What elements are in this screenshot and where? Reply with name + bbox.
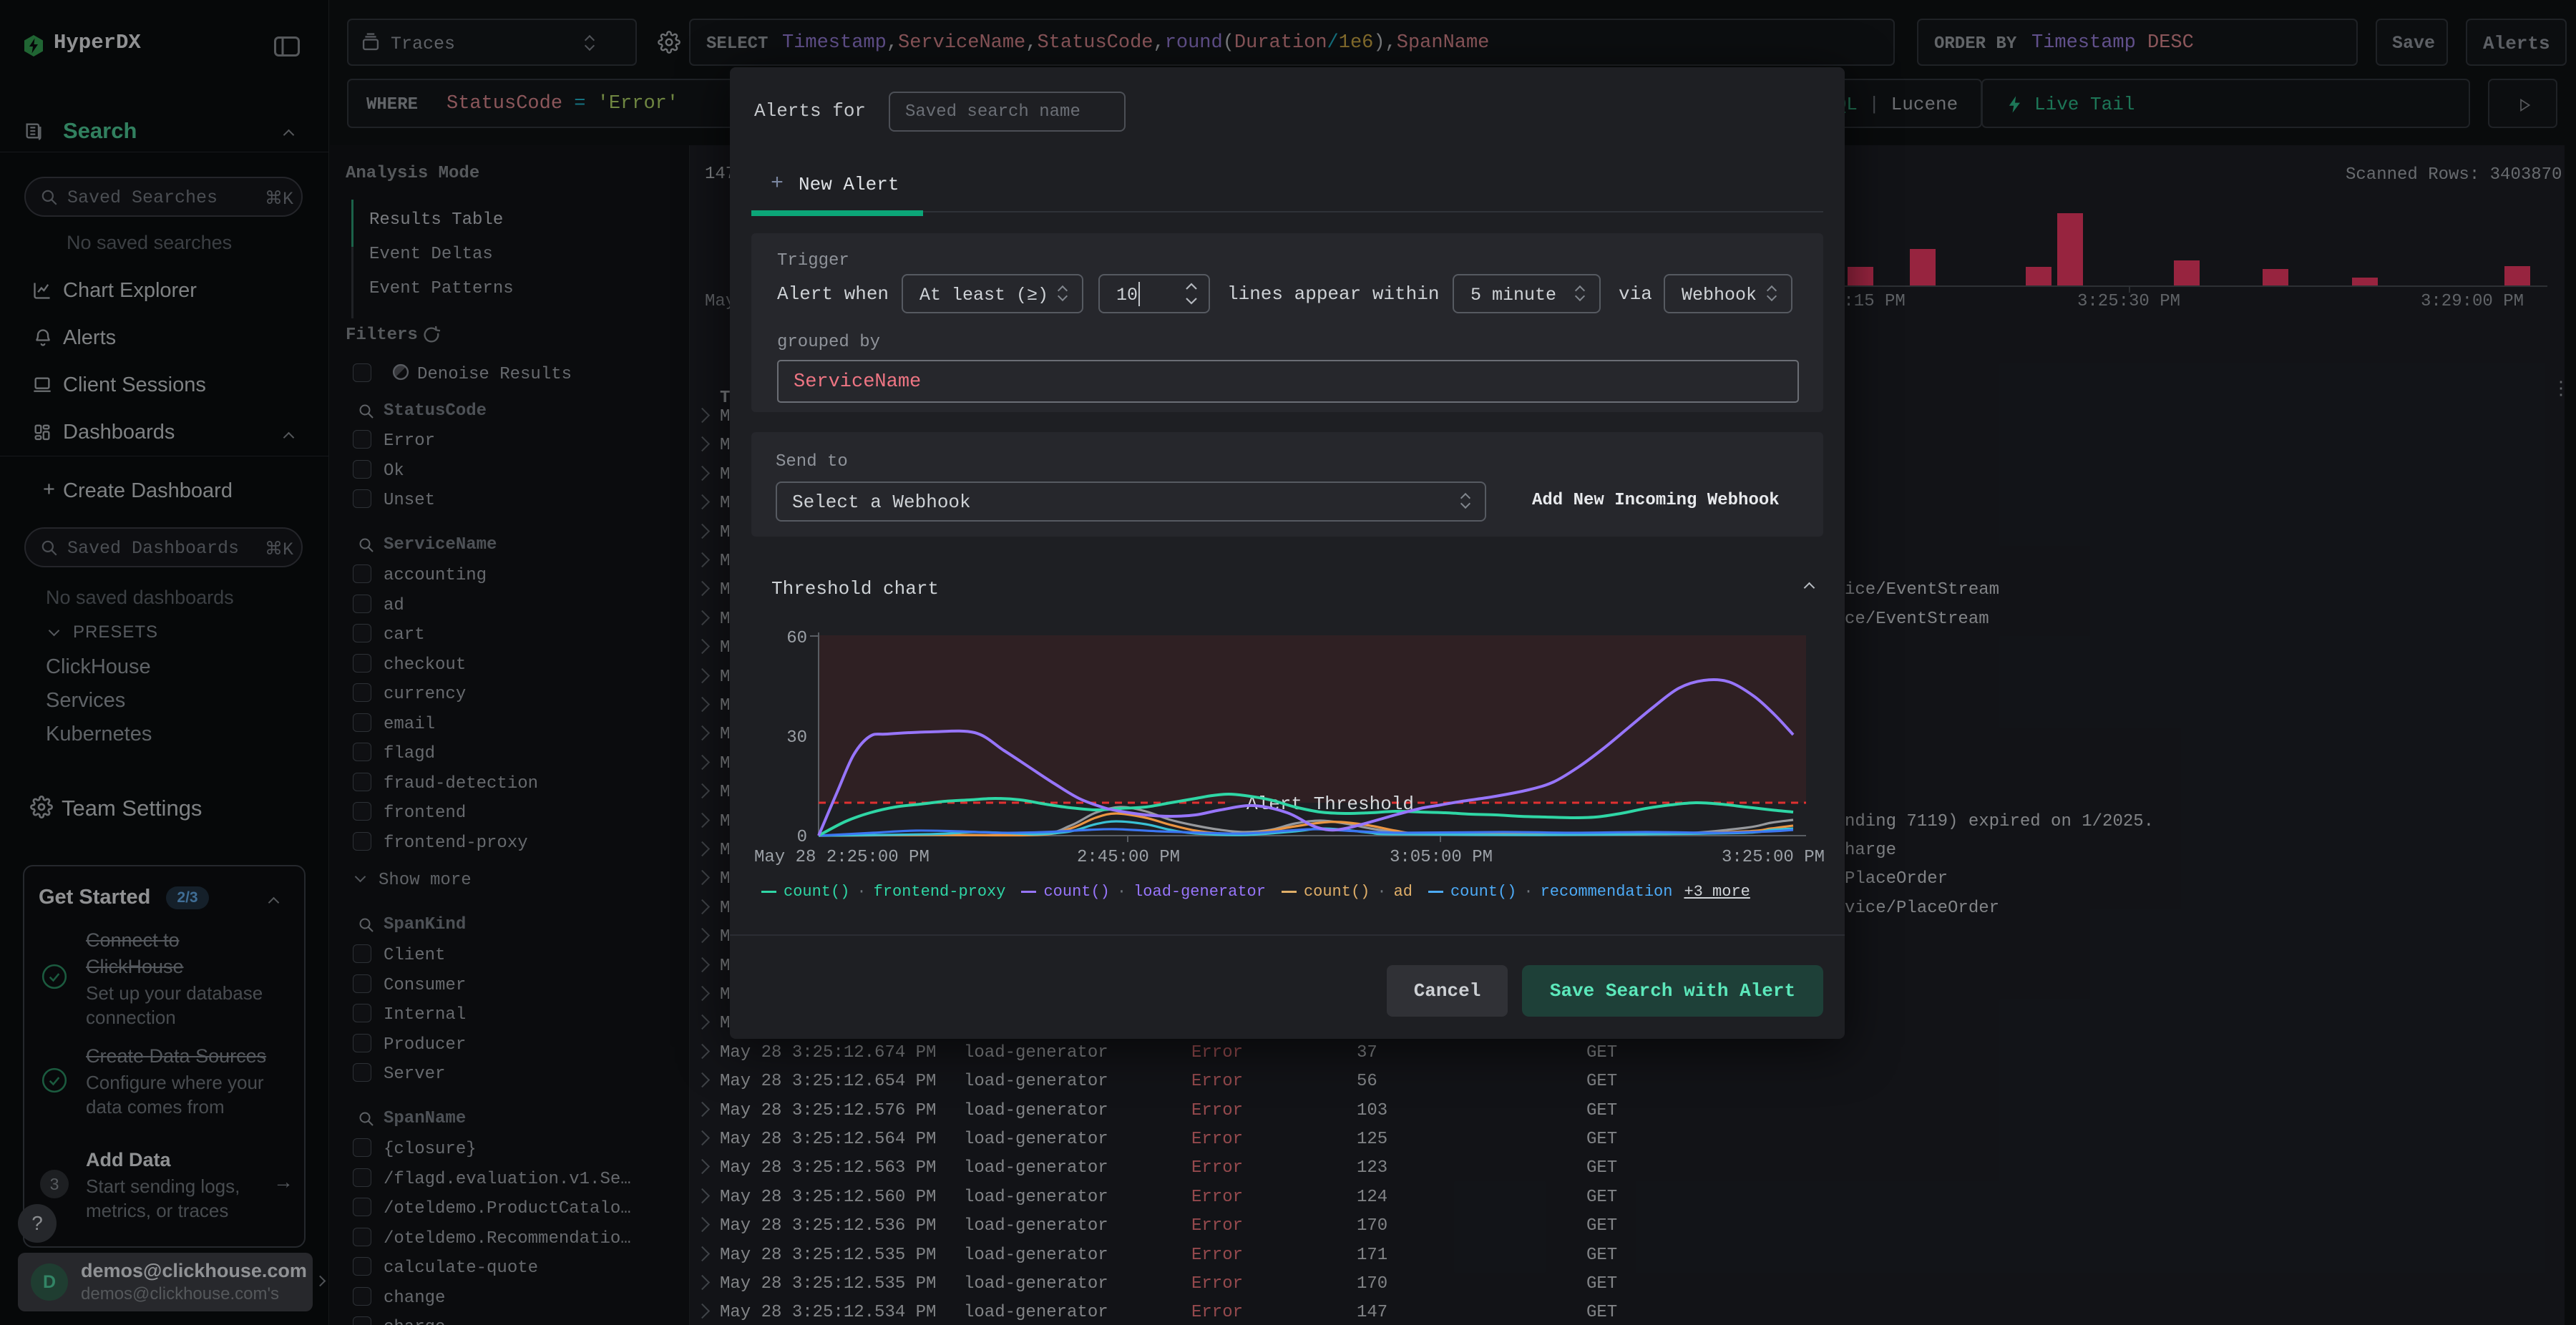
svg-text:0: 0 bbox=[797, 828, 807, 847]
svg-text:3:05:00 PM: 3:05:00 PM bbox=[1390, 848, 1493, 867]
svg-text:2:45:00 PM: 2:45:00 PM bbox=[1077, 848, 1180, 867]
svg-text:30: 30 bbox=[786, 728, 807, 748]
svg-text:3:25:00 PM: 3:25:00 PM bbox=[1722, 848, 1825, 867]
svg-text:60: 60 bbox=[786, 629, 807, 648]
svg-text:May 28 2:25:00 PM: May 28 2:25:00 PM bbox=[754, 848, 930, 867]
